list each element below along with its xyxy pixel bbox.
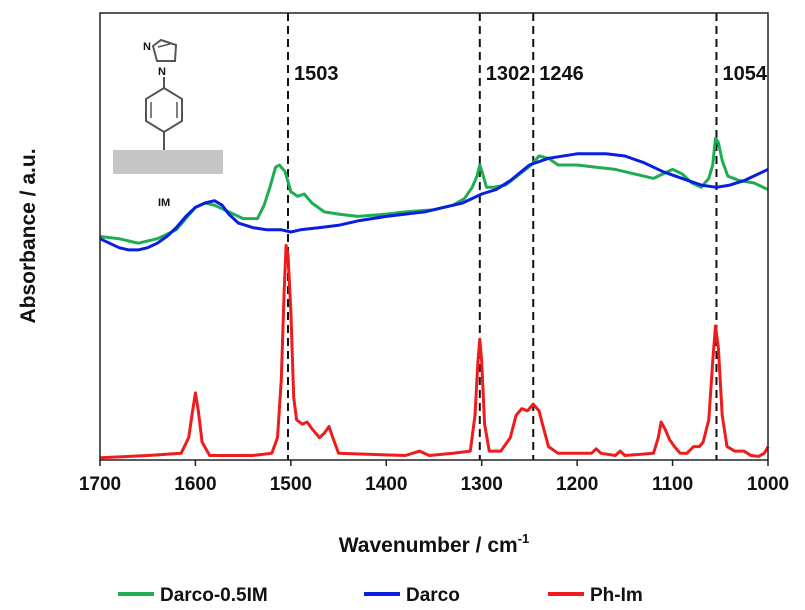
x-tick-label-1200: 1200 (556, 474, 598, 495)
legend-label-darco: Darco (406, 585, 460, 606)
structure-label: IM (158, 197, 170, 209)
legend-label-ph-im: Ph-Im (590, 585, 643, 606)
x-tick-label-1500: 1500 (270, 474, 312, 495)
reference-lines (286, 13, 718, 460)
series-line-ph-im (99, 243, 770, 460)
peak-label-1503: 1503 (294, 63, 339, 85)
legend-label-darco-0-5im: Darco-0.5IM (160, 585, 268, 606)
nitrogen-label-top: N (143, 41, 151, 53)
x-tick-label-1600: 1600 (174, 474, 216, 495)
x-tick-label-1100: 1100 (652, 474, 693, 495)
x-tick-label-1300: 1300 (461, 474, 503, 495)
x-tick-label-1700: 1700 (79, 474, 121, 495)
peak-label-1246: 1246 (539, 63, 584, 85)
nitrogen-label-bottom: N (158, 66, 166, 78)
structure-inset: N N IM (113, 38, 223, 209)
nitrogen-atom-labels: N N (143, 41, 166, 78)
peak-label-1302: 1302 (486, 63, 531, 85)
x-axis-title-superscript: -1 (518, 531, 530, 546)
phenyl-ring-icon (145, 77, 183, 150)
imidazole-ring-icon (151, 38, 178, 62)
y-axis-title: Absorbance / a.u. (17, 148, 40, 323)
plot-frame (99, 12, 769, 461)
peak-label-1054: 1054 (722, 63, 767, 85)
series-layer (99, 136, 770, 460)
carbon-surface-icon (113, 150, 223, 174)
x-tick-label-1400: 1400 (365, 474, 407, 495)
peak-labels: 1503 1302 1246 1054 (294, 63, 768, 85)
x-axis-title-text: Wavenumber / cm (339, 534, 518, 557)
series-line-darco (99, 152, 769, 252)
x-axis-ticks: 1700 1600 1500 1400 1300 1200 1100 1000 (79, 460, 789, 495)
legend: Darco-0.5IM Darco Ph-Im (118, 585, 643, 606)
x-axis-title: Wavenumber / cm-1 (339, 531, 530, 557)
x-tick-label-1000: 1000 (747, 474, 789, 495)
